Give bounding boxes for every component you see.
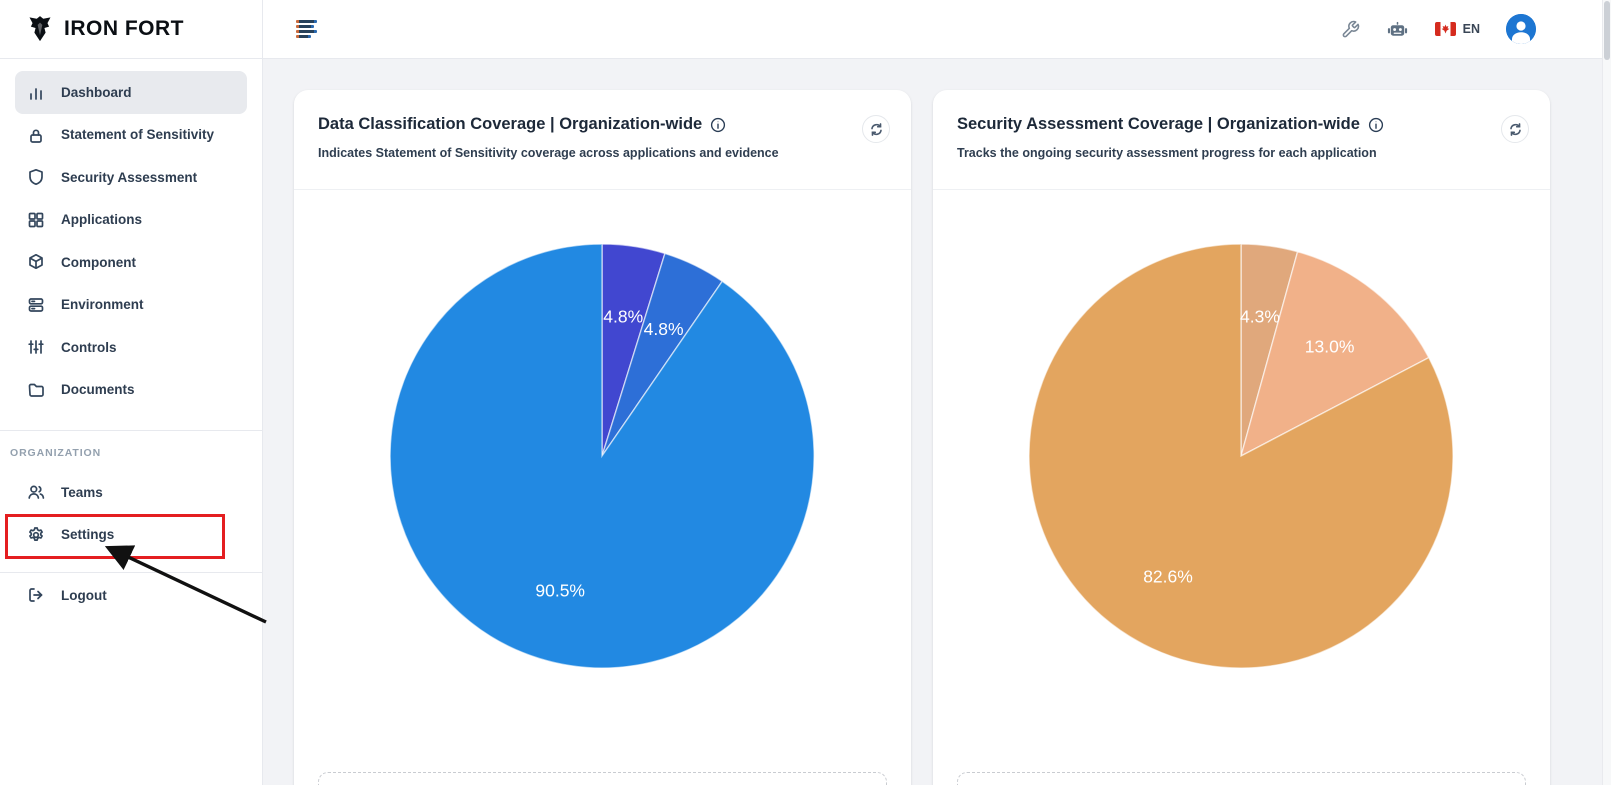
scrollbar-thumb[interactable] bbox=[1604, 1, 1610, 60]
user-avatar[interactable] bbox=[1506, 14, 1536, 44]
svg-text:4.8%: 4.8% bbox=[603, 307, 643, 327]
logout-icon bbox=[26, 585, 46, 605]
brand-name: IRON FORT bbox=[64, 17, 184, 40]
brand-logo-icon bbox=[29, 16, 51, 42]
sidebar-item-label: Environment bbox=[61, 297, 144, 313]
sidebar-item-label: Logout bbox=[61, 587, 107, 603]
sidebar-item-component[interactable]: Component bbox=[15, 241, 247, 284]
grid-icon bbox=[26, 210, 46, 230]
svg-text:13.0%: 13.0% bbox=[1305, 336, 1355, 356]
folder-icon bbox=[26, 380, 46, 400]
lock-icon bbox=[26, 125, 46, 145]
pie-chart[interactable]: 4.3% 13.0% 82.6% bbox=[1026, 241, 1456, 671]
menu-icon[interactable] bbox=[296, 19, 317, 39]
card-header: Data Classification Coverage | Organizat… bbox=[294, 90, 911, 190]
sidebar-item-label: Component bbox=[61, 254, 136, 270]
sidebar-item-label: Statement of Sensitivity bbox=[61, 127, 215, 143]
users-icon bbox=[26, 482, 46, 502]
sliders-icon bbox=[26, 337, 46, 357]
svg-text:90.5%: 90.5% bbox=[535, 581, 585, 601]
language-code: EN bbox=[1462, 22, 1480, 36]
sidebar-logout-wrap: Logout bbox=[0, 574, 262, 617]
sidebar-item-statement-of-sensitivity[interactable]: Statement of Sensitivity bbox=[15, 114, 247, 157]
sidebar-item-controls[interactable]: Controls bbox=[15, 326, 247, 369]
sidebar-item-teams[interactable]: Teams bbox=[15, 471, 247, 514]
language-selector[interactable]: EN bbox=[1434, 22, 1480, 36]
sidebar-item-settings[interactable]: Settings bbox=[15, 514, 247, 557]
sidebar-item-applications[interactable]: Applications bbox=[15, 199, 247, 242]
sidebar-divider bbox=[0, 572, 262, 573]
top-bar: EN bbox=[263, 0, 1611, 59]
info-icon[interactable] bbox=[1368, 117, 1384, 133]
card-data-classification: Data Classification Coverage | Organizat… bbox=[294, 90, 911, 785]
pie-chart[interactable]: 4.8%4.8% 90.5% bbox=[387, 241, 817, 671]
canada-flag-icon bbox=[1434, 22, 1456, 36]
sidebar-item-label: Controls bbox=[61, 339, 117, 355]
info-icon[interactable] bbox=[710, 117, 726, 133]
card-subtitle: Tracks the ongoing security assessment p… bbox=[957, 146, 1377, 160]
robot-icon[interactable] bbox=[1386, 18, 1409, 41]
card-header: Security Assessment Coverage | Organizat… bbox=[933, 90, 1550, 190]
sidebar-item-label: Security Assessment bbox=[61, 169, 198, 185]
cube-icon bbox=[26, 252, 46, 272]
sidebar-item-logout[interactable]: Logout bbox=[15, 574, 247, 617]
topbar-actions: EN bbox=[1341, 14, 1536, 44]
wrench-icon[interactable] bbox=[1341, 20, 1360, 39]
sidebar-nav: Dashboard Statement of Sensitivity Securit… bbox=[0, 59, 262, 411]
legend-placeholder bbox=[318, 772, 887, 785]
sidebar-item-environment[interactable]: Environment bbox=[15, 284, 247, 327]
svg-text:4.3%: 4.3% bbox=[1240, 306, 1280, 326]
sidebar-item-label: Documents bbox=[61, 382, 135, 398]
sidebar-org-nav: Teams Settings bbox=[0, 471, 262, 556]
svg-text:4.8%: 4.8% bbox=[644, 319, 684, 339]
sidebar-section-label: ORGANIZATION bbox=[10, 447, 102, 459]
refresh-button[interactable] bbox=[862, 115, 890, 143]
gear-icon bbox=[26, 525, 46, 545]
svg-text:82.6%: 82.6% bbox=[1143, 567, 1193, 587]
sidebar-divider bbox=[0, 430, 262, 431]
sidebar: IRON FORT Dashboard Statement of Sensitiv… bbox=[0, 0, 263, 785]
sidebar-item-documents[interactable]: Documents bbox=[15, 369, 247, 412]
card-security-assessment: Security Assessment Coverage | Organizat… bbox=[933, 90, 1550, 785]
card-title: Security Assessment Coverage | Organizat… bbox=[957, 115, 1360, 133]
bar-chart-icon bbox=[26, 82, 46, 102]
sidebar-item-label: Teams bbox=[61, 484, 103, 500]
sidebar-item-security-assessment[interactable]: Security Assessment bbox=[15, 156, 247, 199]
sidebar-item-label: Applications bbox=[61, 212, 143, 228]
brand: IRON FORT bbox=[0, 0, 262, 59]
sidebar-item-label: Settings bbox=[61, 527, 115, 543]
main-content: Data Classification Coverage | Organizat… bbox=[263, 59, 1611, 785]
sidebar-item-label: Dashboard bbox=[61, 84, 132, 100]
shield-icon bbox=[26, 167, 46, 187]
sidebar-item-dashboard[interactable]: Dashboard bbox=[15, 71, 247, 114]
scrollbar[interactable] bbox=[1602, 0, 1611, 785]
refresh-button[interactable] bbox=[1501, 115, 1529, 143]
server-icon bbox=[26, 295, 46, 315]
card-subtitle: Indicates Statement of Sensitivity cover… bbox=[318, 146, 779, 160]
legend-placeholder bbox=[957, 772, 1526, 785]
card-title: Data Classification Coverage | Organizat… bbox=[318, 115, 703, 133]
